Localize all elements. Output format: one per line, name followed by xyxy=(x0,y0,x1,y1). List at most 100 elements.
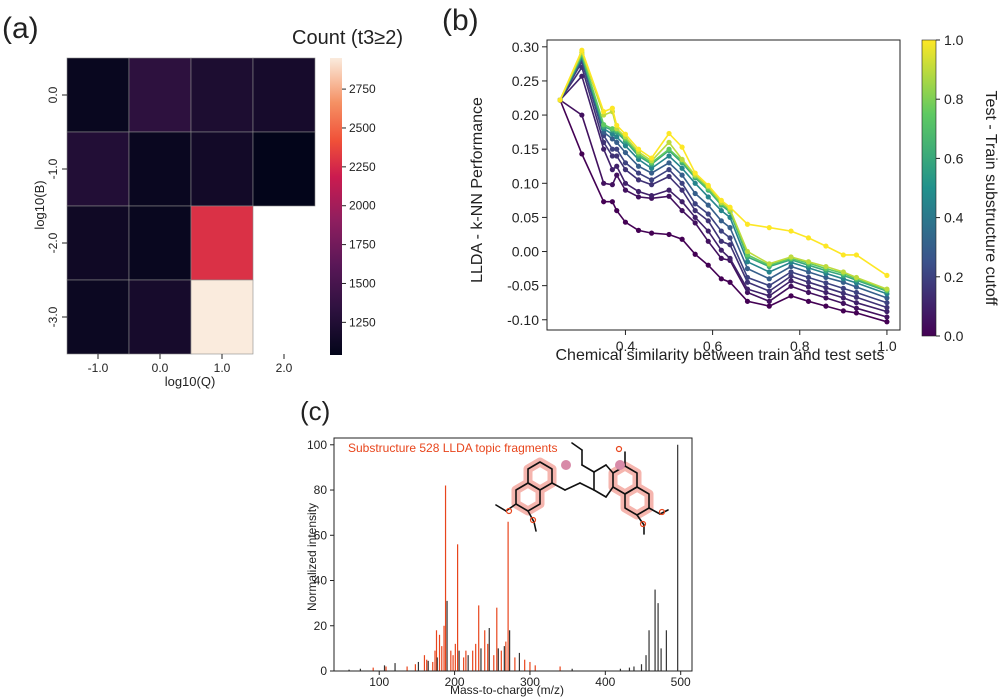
line-point xyxy=(679,187,685,193)
line-point xyxy=(666,153,672,159)
line-point xyxy=(718,238,724,244)
heatmap-colorbar-tick-label: 2000 xyxy=(349,199,376,213)
line-point xyxy=(840,269,846,275)
line-point xyxy=(692,180,698,186)
line-point xyxy=(609,131,615,137)
line-point xyxy=(823,263,829,270)
line-point xyxy=(823,285,829,291)
line-point xyxy=(648,155,655,161)
line-point xyxy=(648,170,655,176)
line-point xyxy=(884,300,890,306)
line-series xyxy=(559,74,888,313)
heatmap-cell xyxy=(190,131,254,207)
line-point xyxy=(823,280,829,286)
line-point xyxy=(884,319,890,325)
spectrum-panel: 100 200 300 400 500 0 20 40 60 80 100 xyxy=(307,437,693,689)
line-point xyxy=(679,180,685,186)
line-point xyxy=(679,236,685,242)
heatmap-y-tick-label: 0.0 xyxy=(46,86,60,103)
line-point xyxy=(805,235,812,241)
heatmap-x-label: log10(Q) xyxy=(165,374,216,389)
line-point xyxy=(766,225,772,231)
line-point xyxy=(579,73,585,79)
line-point xyxy=(823,303,829,309)
panel-label-a: (a) xyxy=(2,12,39,45)
line-point xyxy=(840,308,846,314)
line-point xyxy=(609,136,615,142)
line-point xyxy=(744,265,751,272)
line-point xyxy=(766,293,772,299)
line-point xyxy=(679,165,685,171)
line-chart-y-tick-label: 0.30 xyxy=(512,39,539,55)
line-series xyxy=(559,50,888,290)
spectrum-x-tick-label: 200 xyxy=(445,675,465,689)
spectrum-y-tick-label: 100 xyxy=(307,438,327,452)
line-point xyxy=(601,122,607,128)
line-colorbar-tick-label: 0.8 xyxy=(944,91,964,107)
line-point xyxy=(705,211,711,217)
heatmap-cell xyxy=(66,131,130,207)
line-chart-panel: 0.4 0.6 0.8 1.00.300.250.200.150.100.050.00… xyxy=(507,32,964,354)
heatmap-panel: -1.0 0.0 1.0 2.0 0.0 -1.0 -2.0 -3.0 1250 1500 1750… xyxy=(46,57,376,375)
spectrum-y-tick-label: 0 xyxy=(320,664,327,678)
line-point xyxy=(666,167,672,173)
heatmap-x-tick-label: 2.0 xyxy=(276,361,293,375)
line-point xyxy=(884,304,890,311)
line-series xyxy=(559,48,888,277)
line-point xyxy=(666,173,672,180)
line-point xyxy=(718,276,724,282)
line-point xyxy=(609,167,615,173)
heatmap-colorbar-tick-label: 2500 xyxy=(349,121,376,135)
line-chart-y-tick-label: 0.25 xyxy=(512,73,539,89)
line-point xyxy=(788,263,794,270)
heatmap-cell xyxy=(66,57,130,133)
heatmap-y-tick-label: -1.0 xyxy=(46,158,60,179)
heatmap-colorbar-tick-label: 1750 xyxy=(349,238,376,252)
line-point xyxy=(727,225,733,231)
line-point xyxy=(601,180,607,186)
line-point xyxy=(622,219,629,225)
line-point xyxy=(788,228,794,234)
line-point xyxy=(884,308,890,315)
line-series xyxy=(559,59,888,304)
line-point xyxy=(840,300,846,306)
line-chart-y-tick-label: 0.10 xyxy=(512,175,539,191)
line-point xyxy=(635,163,642,169)
spectrum-title: Substructure 528 LLDA topic fragments xyxy=(348,441,557,455)
line-point xyxy=(718,197,724,203)
heatmap-colorbar-label: Count (t3≥2) xyxy=(292,27,403,49)
line-point xyxy=(788,293,794,299)
line-point xyxy=(727,204,733,210)
line-point xyxy=(666,146,672,152)
line-point xyxy=(744,248,751,255)
line-point xyxy=(666,193,672,199)
line-chart-x-label: Chemical similarity between train and te… xyxy=(555,347,884,364)
line-point xyxy=(614,163,620,169)
heatmap-colorbar-tick-label: 2250 xyxy=(349,160,376,174)
line-point xyxy=(840,285,846,291)
line-point xyxy=(805,259,812,265)
line-point xyxy=(614,134,620,140)
line-point xyxy=(601,139,607,145)
line-point xyxy=(666,187,672,193)
heatmap-cell xyxy=(252,57,316,133)
line-point xyxy=(766,283,772,289)
line-point xyxy=(692,190,698,197)
line-point xyxy=(744,221,751,227)
line-point xyxy=(648,165,655,171)
line-point xyxy=(884,272,890,279)
spectrum-frame xyxy=(333,437,693,672)
heatmap-cell xyxy=(190,279,254,355)
line-chart-frame xyxy=(546,39,901,331)
line-point xyxy=(766,269,772,275)
spectrum-y-tick-label: 40 xyxy=(314,574,328,588)
line-series xyxy=(559,99,888,323)
line-point xyxy=(884,295,890,301)
line-point xyxy=(744,274,751,281)
heatmap-x-tick-label: 0.0 xyxy=(152,361,169,375)
heatmap-colorbar-tick-label: 1500 xyxy=(349,276,376,290)
line-point xyxy=(635,170,642,176)
heatmap-cell xyxy=(128,57,192,133)
line-point xyxy=(679,156,685,163)
line-point xyxy=(609,126,615,132)
